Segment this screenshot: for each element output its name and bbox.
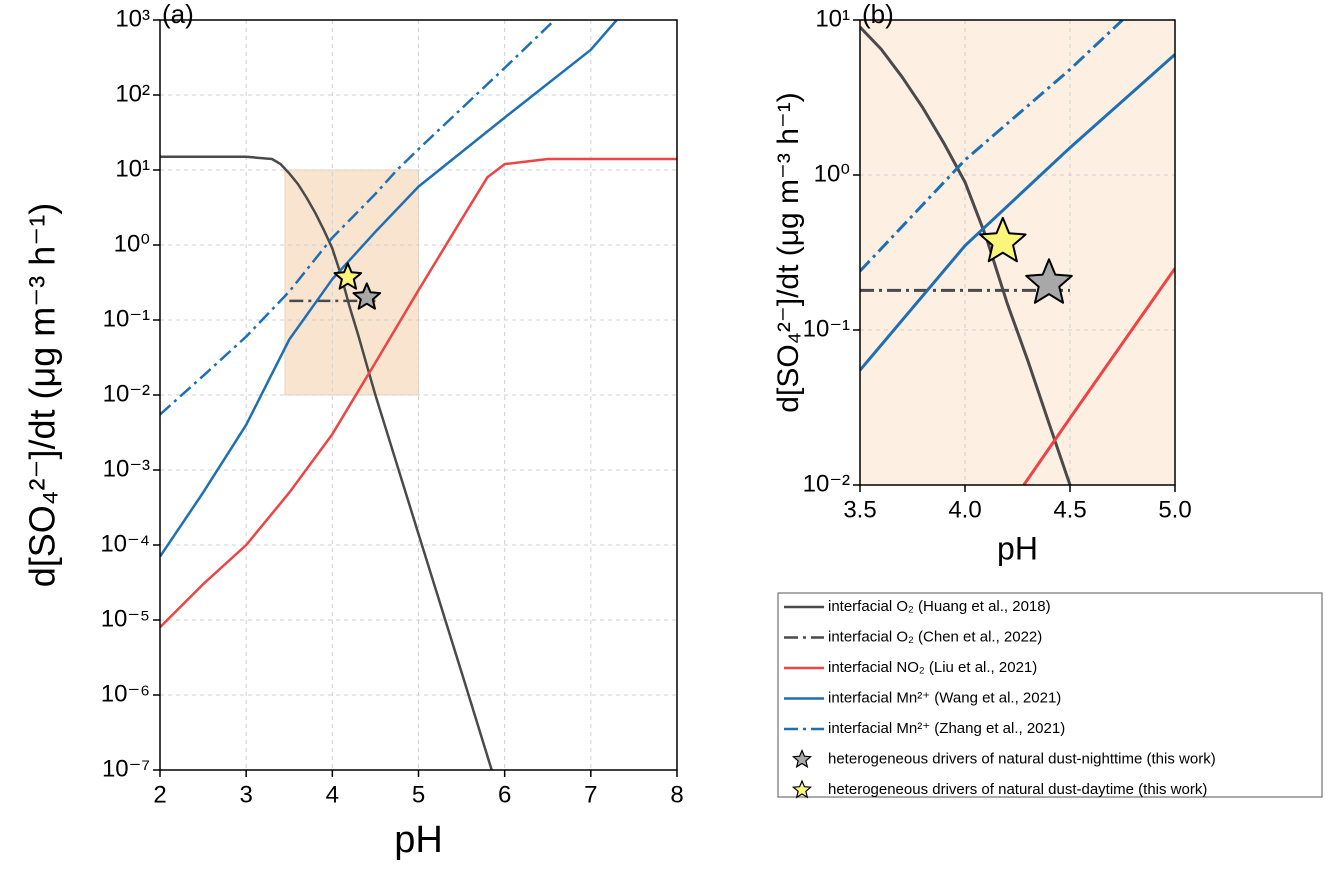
y-tick-label: 10³	[115, 5, 150, 32]
plot-frame	[159, 19, 678, 771]
x-tick-label: 8	[670, 781, 683, 808]
y-tick-label: 10⁰	[114, 230, 150, 257]
y-tick-label: 10⁰	[814, 160, 850, 187]
x-tick-label: 4.5	[1053, 496, 1086, 523]
x-tick-label: 3.5	[843, 496, 876, 523]
y-tick-label: 10⁻⁷	[102, 755, 150, 782]
x-tick-label: 5.0	[1158, 496, 1191, 523]
y-tick-label: 10⁻⁶	[101, 680, 150, 707]
x-axis-title: pH	[394, 819, 443, 861]
legend-label: heterogeneous drivers of natural dust-da…	[828, 781, 1207, 798]
plot-frame	[859, 19, 1176, 486]
legend-label: interfacial Mn²⁺ (Wang et al., 2021)	[828, 689, 1061, 706]
series-line	[160, 155, 493, 770]
y-axis-title: d[SO₄²⁻]/dt (μg m⁻³ h⁻¹)	[22, 203, 63, 588]
series-line	[160, 20, 556, 416]
series-line	[160, 157, 677, 629]
y-tick-label: 10⁻¹	[803, 315, 850, 342]
y-tick-label: 10²	[115, 80, 150, 107]
x-tick-label: 4.0	[948, 496, 981, 523]
plot-area	[160, 20, 677, 770]
y-tick-label: 10⁻¹	[103, 305, 150, 332]
x-tick-label: 2	[153, 781, 166, 808]
x-tick-label: 4	[326, 781, 339, 808]
y-tick-label: 10⁻³	[103, 455, 150, 482]
series-line	[860, 20, 1124, 273]
star-marker	[1025, 258, 1073, 304]
panel-label: (b)	[862, 0, 894, 29]
legend-label: interfacial O₂ (Chen et al., 2022)	[828, 628, 1042, 645]
y-tick-label: 10¹	[815, 5, 850, 32]
x-tick-label: 3	[239, 781, 252, 808]
series-line	[860, 53, 1175, 372]
x-tick-label: 6	[498, 781, 511, 808]
y-tick-label: 10¹	[115, 155, 150, 182]
series-line	[1022, 267, 1175, 485]
x-tick-label: 7	[584, 781, 597, 808]
panel-label: (a)	[162, 0, 194, 29]
y-tick-label: 10⁻²	[103, 380, 150, 407]
y-axis-title: d[SO₄²⁻]/dt (μg m⁻³ h⁻¹)	[772, 92, 805, 412]
legend-label: interfacial O₂ (Huang et al., 2018)	[828, 598, 1051, 615]
y-tick-label: 10⁻²	[803, 470, 850, 497]
y-tick-label: 10⁻⁵	[101, 605, 150, 632]
series-line	[860, 26, 1072, 485]
legend-marker	[791, 748, 813, 769]
y-tick-label: 10⁻⁴	[100, 530, 150, 557]
x-axis-title: pH	[997, 530, 1038, 566]
legend-marker	[791, 779, 813, 799]
star-marker	[333, 262, 363, 290]
legend-box	[777, 592, 1323, 798]
x-tick-label: 5	[412, 781, 425, 808]
legend-label: interfacial NO₂ (Liu et al., 2021)	[828, 659, 1037, 676]
series-line	[160, 20, 618, 558]
plot-area	[860, 20, 1175, 485]
star-marker	[979, 216, 1027, 263]
legend-label: heterogeneous drivers of natural dust-ni…	[828, 750, 1216, 767]
plot-background	[860, 20, 1175, 485]
legend-label: interfacial Mn²⁺ (Zhang et al., 2021)	[828, 720, 1065, 737]
star-marker	[352, 282, 382, 310]
